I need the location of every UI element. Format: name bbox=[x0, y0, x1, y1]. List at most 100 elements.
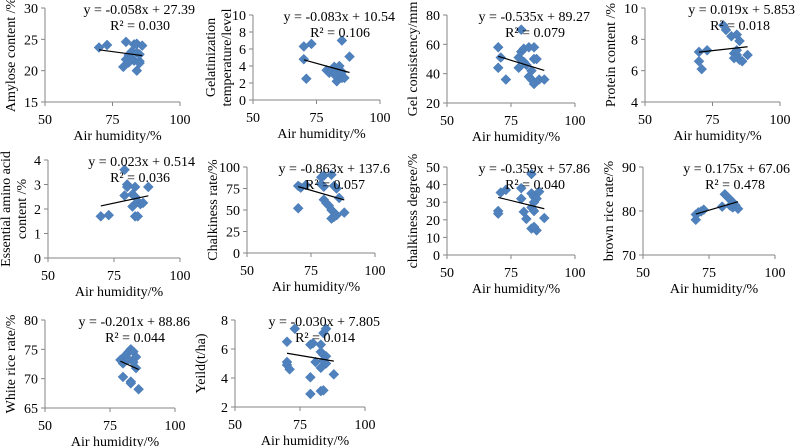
x-tick-label: 75 bbox=[504, 266, 518, 281]
regression-equation: y = -0.083x + 10.54 bbox=[284, 10, 395, 25]
data-point bbox=[134, 57, 145, 69]
data-point bbox=[515, 182, 527, 194]
data-point bbox=[95, 210, 107, 222]
y-axis-label: Amylose content /% bbox=[4, 0, 19, 112]
data-point bbox=[101, 39, 113, 51]
y-tick-label: 90 bbox=[622, 161, 636, 176]
x-tick-label: 50 bbox=[228, 418, 242, 433]
data-point bbox=[126, 52, 137, 64]
data-point bbox=[125, 378, 137, 389]
data-point bbox=[500, 184, 512, 196]
x-tick-label: 75 bbox=[103, 419, 117, 434]
x-tick-label: 75 bbox=[504, 114, 518, 129]
data-point bbox=[528, 221, 540, 233]
y-tick-label: 70 bbox=[622, 249, 636, 264]
y-tick-label: 8 bbox=[239, 26, 246, 41]
chart-panel-brown-rice-rate: 70 80 90 50 75 100 Air humidity/% brown rice ra… bbox=[602, 161, 790, 297]
y-tick-label: 10 bbox=[426, 231, 440, 246]
x-tick-label: 75 bbox=[107, 269, 121, 284]
chart-panel-essential-amino-acid: 0 1 2 3 4 50 75 100 Air humidity/% Essential amin… bbox=[0, 151, 195, 300]
y-tick-label: 6 bbox=[221, 343, 228, 358]
data-point bbox=[492, 41, 504, 53]
data-point bbox=[328, 369, 340, 380]
x-tick-label: 50 bbox=[636, 266, 650, 281]
regression-equation: y = -0.058x + 27.39 bbox=[84, 3, 195, 18]
data-point bbox=[336, 35, 348, 46]
data-point bbox=[492, 208, 504, 219]
data-point bbox=[318, 384, 329, 396]
y-tick-label: 4 bbox=[221, 372, 228, 387]
data-point bbox=[281, 336, 293, 348]
data-point bbox=[513, 62, 525, 74]
data-point bbox=[318, 181, 330, 193]
x-tick-label: 50 bbox=[240, 264, 254, 279]
y-tick-label: 0 bbox=[233, 247, 240, 262]
data-point bbox=[284, 363, 295, 375]
y-tick-label: 1 bbox=[34, 228, 41, 243]
y-tick-label: 3 bbox=[34, 179, 41, 194]
y-tick-label: 100 bbox=[219, 161, 240, 176]
data-point bbox=[526, 65, 537, 77]
y-tick-label: 2 bbox=[239, 77, 246, 92]
x-tick-label: 50 bbox=[638, 113, 652, 128]
data-point bbox=[326, 169, 337, 181]
r-squared: R² = 0.040 bbox=[505, 178, 565, 193]
y-tick-label: 15 bbox=[24, 96, 38, 111]
data-point bbox=[538, 74, 550, 85]
y-tick-label: 50 bbox=[226, 204, 240, 219]
y-tick-label: 20 bbox=[426, 97, 440, 112]
chart-panel-chalkiness-degree: 0 10 20 30 40 50 50 75 100 Air humidity/% chalkine… bbox=[406, 153, 590, 297]
x-axis-label: Air humidity/% bbox=[472, 130, 561, 145]
data-point bbox=[328, 211, 340, 223]
data-point bbox=[526, 168, 537, 180]
y-tick-label: 0 bbox=[433, 249, 440, 264]
y-tick-label: 40 bbox=[426, 68, 440, 83]
regression-equation: y = 0.019x + 5.853 bbox=[688, 3, 795, 18]
y-axis-label: Gel consistency/mm bbox=[406, 2, 421, 117]
x-tick-label: 50 bbox=[38, 113, 52, 128]
x-tick-label: 75 bbox=[106, 113, 120, 128]
y-tick-label: 70 bbox=[24, 373, 38, 388]
data-point bbox=[103, 209, 115, 221]
data-point bbox=[132, 210, 144, 222]
data-point bbox=[492, 62, 504, 74]
y-axis-label: brown rice rate/% bbox=[602, 161, 617, 262]
y-tick-label: 6 bbox=[631, 65, 638, 80]
data-point bbox=[528, 41, 540, 53]
x-tick-label: 100 bbox=[370, 111, 391, 126]
trend-line bbox=[120, 360, 139, 370]
y-tick-label: 80 bbox=[426, 9, 440, 24]
x-tick-label: 75 bbox=[310, 111, 324, 126]
data-point bbox=[720, 24, 732, 36]
y-tick-label: 10 bbox=[232, 9, 246, 24]
x-tick-label: 75 bbox=[304, 264, 318, 279]
y-tick-label: 8 bbox=[221, 314, 228, 329]
chart-panel-amylose: 15 20 25 30 50 75 100 Air humidity/% Amylose con… bbox=[4, 0, 195, 144]
r-squared: R² = 0.057 bbox=[305, 178, 365, 193]
data-point bbox=[133, 383, 144, 395]
y-tick-label: 25 bbox=[24, 33, 38, 48]
x-tick-label: 50 bbox=[38, 419, 52, 434]
y-tick-label: 0 bbox=[34, 252, 41, 267]
y-tick-label: 8 bbox=[631, 33, 638, 48]
regression-equation: y = -0.863x + 137.6 bbox=[279, 162, 390, 177]
x-tick-label: 100 bbox=[765, 266, 786, 281]
data-point bbox=[695, 206, 707, 217]
y-axis-label: temperature/level bbox=[220, 8, 235, 106]
x-tick-label: 100 bbox=[365, 264, 386, 279]
trend-line bbox=[98, 49, 143, 57]
r-squared: R² = 0.079 bbox=[505, 26, 565, 41]
chart-panel-protein: 4 6 8 10 50 75 100 Air humidity/% Protein conten… bbox=[604, 2, 795, 144]
x-tick-label: 100 bbox=[170, 269, 191, 284]
x-axis-label: Air humidity/% bbox=[73, 129, 162, 144]
y-tick-label: 0 bbox=[239, 94, 246, 109]
trend-line bbox=[698, 46, 748, 53]
x-tick-label: 100 bbox=[565, 114, 586, 129]
x-tick-label: 100 bbox=[355, 418, 376, 433]
y-tick-label: 65 bbox=[24, 402, 38, 417]
data-point bbox=[320, 323, 332, 335]
y-tick-label: 25 bbox=[226, 226, 240, 241]
y-tick-label: 20 bbox=[24, 65, 38, 80]
data-point bbox=[307, 337, 319, 349]
data-point bbox=[305, 388, 316, 400]
